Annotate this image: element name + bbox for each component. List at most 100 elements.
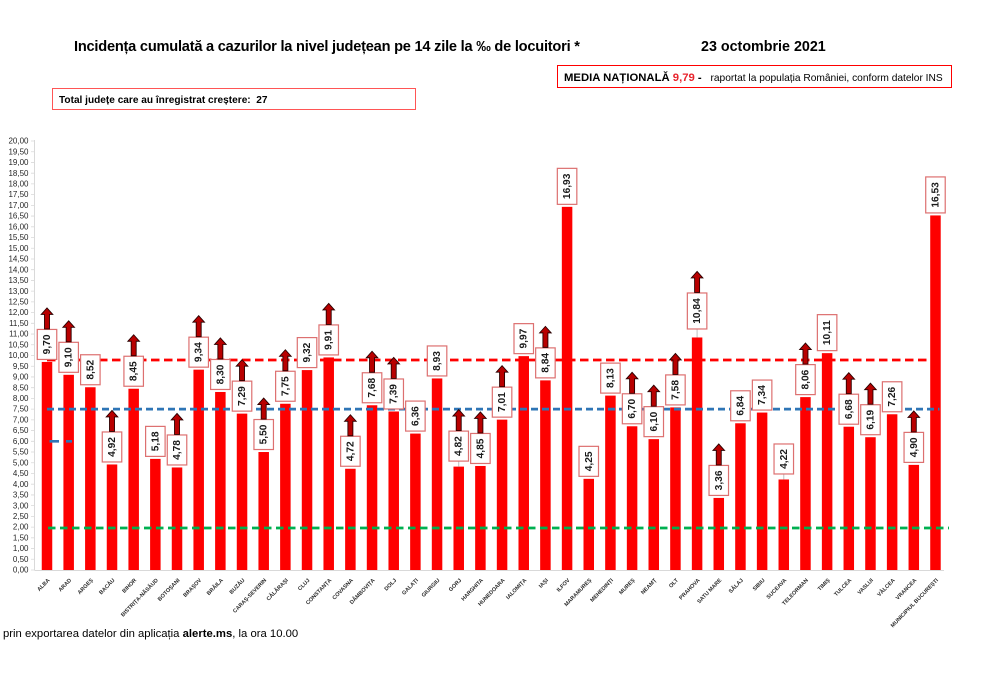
svg-text:IAȘI: IAȘI [538, 577, 550, 589]
svg-text:0,50: 0,50 [13, 555, 29, 564]
svg-text:12,00: 12,00 [8, 308, 29, 317]
svg-text:4,00: 4,00 [13, 480, 29, 489]
svg-text:4,85: 4,85 [475, 438, 486, 458]
svg-text:10,84: 10,84 [692, 298, 703, 324]
svg-text:TULCEA: TULCEA [833, 578, 853, 598]
svg-text:6,19: 6,19 [865, 409, 876, 429]
svg-text:BISTRIȚA-NĂSĂUD: BISTRIȚA-NĂSĂUD [120, 577, 160, 618]
svg-text:8,30: 8,30 [215, 364, 226, 384]
svg-text:17,00: 17,00 [8, 201, 29, 210]
svg-text:NEAMȚ: NEAMȚ [640, 577, 658, 596]
svg-text:4,90: 4,90 [909, 437, 920, 457]
svg-text:7,75: 7,75 [280, 376, 291, 396]
svg-text:DOLJ: DOLJ [384, 578, 399, 593]
svg-text:11,50: 11,50 [9, 319, 29, 328]
svg-text:IALOMIȚA: IALOMIȚA [505, 578, 528, 601]
svg-text:7,34: 7,34 [757, 385, 768, 405]
svg-text:GIURGIU: GIURGIU [421, 578, 442, 599]
svg-text:8,50: 8,50 [13, 383, 29, 392]
svg-text:SĂLAJ: SĂLAJ [727, 577, 745, 595]
svg-text:0,00: 0,00 [13, 566, 29, 575]
svg-text:20,00: 20,00 [8, 137, 29, 146]
svg-text:7,00: 7,00 [13, 415, 29, 424]
svg-text:16,93: 16,93 [562, 173, 573, 199]
svg-text:6,84: 6,84 [735, 396, 746, 416]
svg-text:VASLUI: VASLUI [857, 577, 875, 596]
svg-text:7,50: 7,50 [13, 405, 29, 414]
svg-text:3,00: 3,00 [13, 501, 29, 510]
svg-text:11,00: 11,00 [9, 330, 29, 339]
svg-text:OLT: OLT [668, 577, 680, 589]
svg-text:16,53: 16,53 [930, 182, 941, 208]
svg-text:15,00: 15,00 [8, 244, 29, 253]
svg-text:8,93: 8,93 [432, 351, 443, 371]
svg-text:13,50: 13,50 [8, 276, 29, 285]
svg-text:CĂLĂRAȘI: CĂLĂRAȘI [265, 577, 290, 603]
svg-text:8,00: 8,00 [13, 394, 29, 403]
svg-text:COVASNA: COVASNA [332, 578, 355, 602]
svg-text:ARGEȘ: ARGEȘ [77, 577, 95, 595]
svg-text:BUZĂU: BUZĂU [228, 577, 246, 596]
svg-text:15,50: 15,50 [8, 233, 29, 242]
svg-text:6,50: 6,50 [13, 426, 29, 435]
svg-text:1,50: 1,50 [13, 533, 29, 542]
svg-text:8,52: 8,52 [85, 360, 96, 380]
svg-text:3,36: 3,36 [714, 470, 725, 490]
svg-text:ALBA: ALBA [37, 578, 52, 593]
svg-text:16,50: 16,50 [8, 212, 29, 221]
svg-text:2,50: 2,50 [13, 512, 29, 521]
svg-text:7,26: 7,26 [887, 387, 898, 407]
svg-text:9,70: 9,70 [42, 334, 53, 354]
svg-text:7,58: 7,58 [670, 380, 681, 400]
svg-text:7,68: 7,68 [367, 378, 378, 398]
svg-text:3,50: 3,50 [13, 491, 29, 500]
svg-text:12,50: 12,50 [8, 297, 29, 306]
svg-text:9,91: 9,91 [324, 330, 335, 350]
svg-text:2,00: 2,00 [13, 523, 29, 532]
svg-text:1,00: 1,00 [13, 544, 29, 553]
svg-text:8,13: 8,13 [605, 368, 616, 388]
svg-text:9,97: 9,97 [519, 328, 530, 348]
svg-text:6,70: 6,70 [627, 399, 638, 419]
svg-text:7,01: 7,01 [497, 392, 508, 412]
svg-text:9,50: 9,50 [13, 362, 29, 371]
svg-text:BOTOȘANI: BOTOȘANI [157, 577, 182, 602]
svg-text:9,00: 9,00 [13, 373, 29, 382]
svg-text:4,72: 4,72 [345, 441, 356, 461]
svg-text:4,22: 4,22 [779, 449, 790, 469]
svg-text:6,68: 6,68 [844, 399, 855, 419]
svg-text:6,36: 6,36 [410, 406, 421, 426]
svg-text:7,39: 7,39 [389, 384, 400, 404]
svg-text:19,50: 19,50 [8, 147, 29, 156]
svg-text:SUCEAVA: SUCEAVA [766, 578, 788, 601]
svg-text:BIHOR: BIHOR [121, 578, 138, 595]
svg-text:14,00: 14,00 [8, 265, 29, 274]
svg-text:9,10: 9,10 [64, 347, 75, 367]
svg-text:18,00: 18,00 [8, 180, 29, 189]
svg-text:TIMIȘ: TIMIȘ [817, 577, 832, 592]
svg-text:MUREȘ: MUREȘ [618, 577, 636, 596]
svg-text:10,11: 10,11 [822, 320, 833, 345]
svg-text:17,50: 17,50 [8, 190, 29, 199]
svg-text:18,50: 18,50 [8, 169, 29, 178]
svg-text:VÂLCEA: VÂLCEA [876, 577, 897, 598]
svg-text:5,50: 5,50 [259, 424, 270, 444]
svg-text:5,50: 5,50 [13, 448, 29, 457]
svg-text:6,00: 6,00 [13, 437, 29, 446]
svg-text:GALAȚI: GALAȚI [401, 577, 420, 596]
svg-text:13,00: 13,00 [8, 287, 29, 296]
svg-text:MEHEDINȚI: MEHEDINȚI [590, 577, 616, 603]
svg-text:ARAD: ARAD [58, 578, 73, 594]
svg-text:14,50: 14,50 [8, 255, 29, 264]
svg-text:8,06: 8,06 [800, 369, 811, 389]
svg-text:BACĂU: BACĂU [98, 577, 117, 596]
svg-text:PRAHOVA: PRAHOVA [678, 578, 701, 602]
svg-text:ILFOV: ILFOV [556, 577, 572, 593]
svg-text:9,32: 9,32 [302, 342, 313, 362]
svg-text:10,00: 10,00 [8, 351, 29, 360]
svg-text:4,92: 4,92 [107, 437, 118, 457]
svg-text:6,10: 6,10 [649, 411, 660, 431]
svg-text:19,00: 19,00 [8, 158, 29, 167]
svg-text:4,50: 4,50 [13, 469, 29, 478]
svg-text:4,82: 4,82 [454, 436, 465, 456]
